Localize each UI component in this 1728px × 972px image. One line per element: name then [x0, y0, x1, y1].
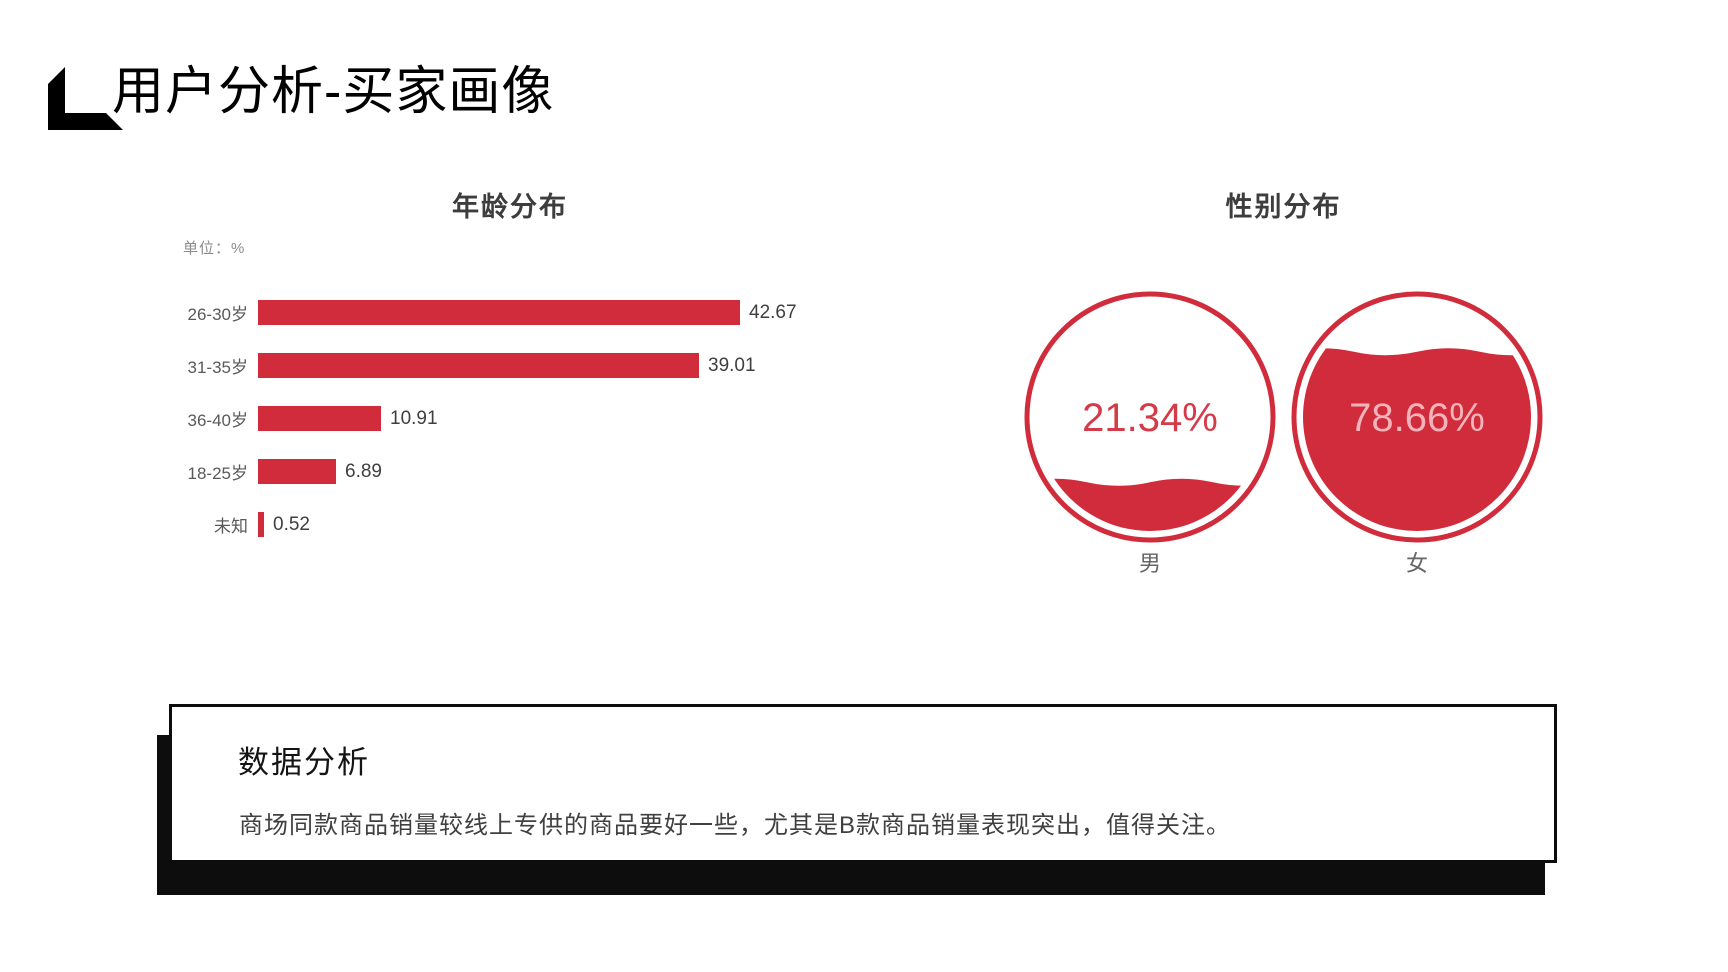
page-title: 用户分析-买家画像 [112, 63, 555, 121]
age-bar-value: 10.91 [390, 407, 438, 429]
age-bar-value: 6.89 [345, 460, 382, 482]
age-bar-row: 36-40岁 10.91 [180, 392, 860, 445]
age-bar-value: 42.67 [749, 301, 797, 323]
age-bar-value: 0.52 [273, 513, 310, 535]
male-label: 男 [1138, 551, 1161, 576]
age-bar [258, 406, 381, 431]
female-label: 女 [1405, 551, 1428, 576]
gender-distribution-chart: 性别分布 21.34% 78.66% 男 女 [1023, 185, 1544, 576]
gauge-ring [1024, 291, 1276, 543]
age-bar-label: 未知 [214, 517, 248, 536]
age-bar [258, 512, 264, 537]
age-bar [258, 353, 699, 378]
age-bar-row: 31-35岁 39.01 [180, 339, 860, 392]
age-bar-row: 26-30岁 42.67 [180, 286, 860, 339]
gender-gauges: 21.34% 78.66% 男 女 [1023, 290, 1544, 580]
gauge-value: 21.34% [1082, 396, 1218, 440]
age-bar-label: 31-35岁 [187, 358, 248, 377]
age-bar [258, 459, 336, 484]
gauge-value: 78.66% [1349, 396, 1485, 440]
age-bar [258, 300, 740, 325]
age-bar-row: 18-25岁 6.89 [180, 445, 860, 498]
age-chart-unit-note: 单位：% [183, 240, 246, 257]
analysis-body: 商场同款商品销量较线上专供的商品要好一些，尤其是B款商品销量表现突出，值得关注。 [239, 812, 1232, 839]
analysis-box: 数据分析 商场同款商品销量较线上专供的商品要好一些，尤其是B款商品销量表现突出，… [169, 704, 1557, 863]
gauge-ring [1291, 291, 1543, 543]
female-liquid-gauge: 78.66% [1290, 290, 1544, 544]
age-chart-title: 年龄分布 [452, 192, 568, 222]
gauge-liquid [1303, 348, 1531, 531]
age-bar-value: 39.01 [708, 354, 756, 376]
title-corner-mark-icon [48, 67, 123, 130]
analysis-heading: 数据分析 [238, 745, 370, 780]
age-bar-label: 26-30岁 [187, 305, 248, 324]
age-bar-rows: 26-30岁 42.67 31-35岁 39.01 36-40岁 10.91 18-25岁 6… [180, 286, 860, 551]
age-bar-row: 未知 0.52 [180, 498, 860, 551]
male-liquid-gauge: 21.34% [1023, 290, 1277, 544]
gauge-liquid [1036, 478, 1264, 531]
age-bar-label: 18-25岁 [187, 464, 248, 483]
gender-chart-title: 性别分布 [1225, 192, 1342, 222]
age-distribution-chart: 年龄分布 单位：% 26-30岁 42.67 31-35岁 39.01 36-40岁 10… [180, 185, 860, 537]
age-bar-label: 36-40岁 [187, 411, 248, 430]
header: 用户分析-买家画像 [0, 0, 1728, 150]
